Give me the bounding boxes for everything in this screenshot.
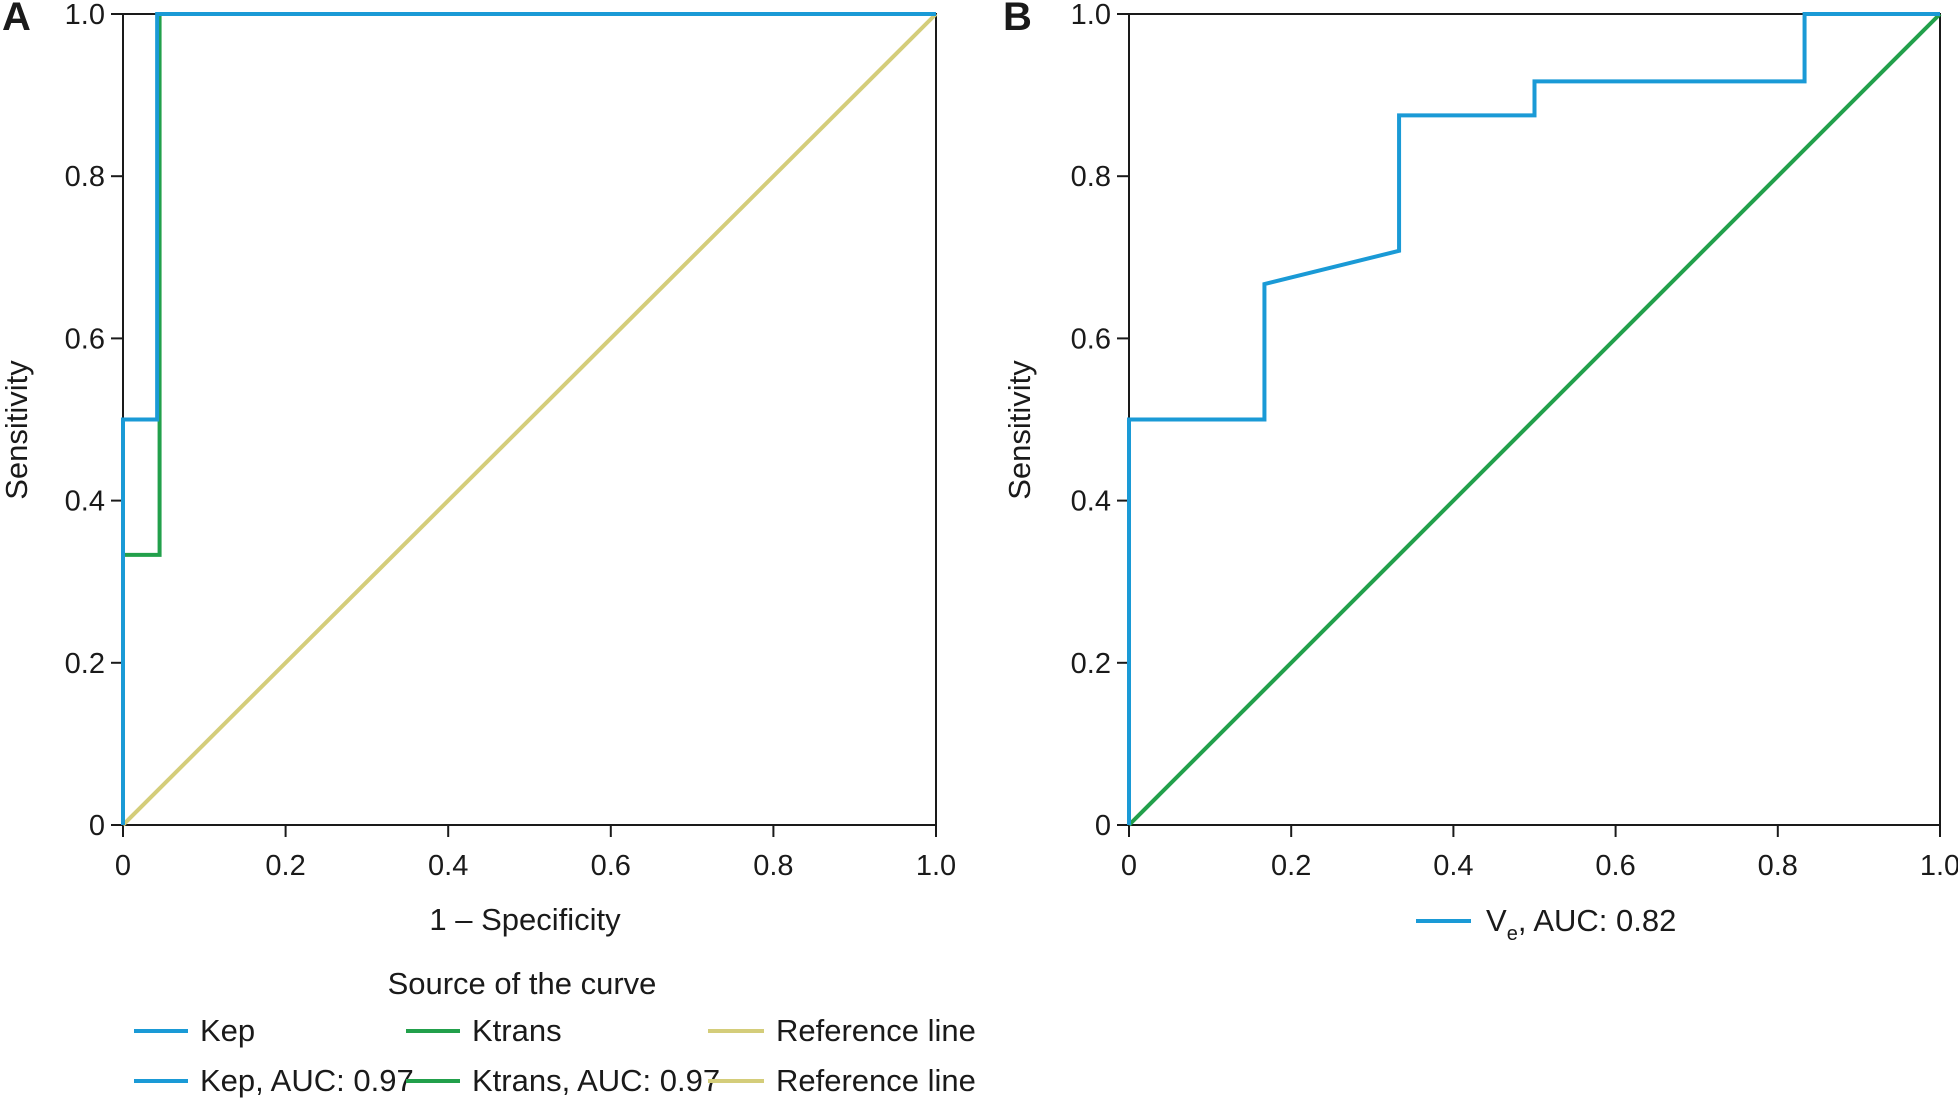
legend-label-kep-auc: Kep, AUC: 0.97 (200, 1063, 414, 1098)
panel-a-legend: Source of the curve Kep Ktrans Reference… (134, 966, 976, 1098)
panel-a-x-axis-label: 1 – Specificity (429, 902, 621, 937)
panel-b-legend: Ve, AUC: 0.82 (1416, 903, 1676, 945)
panel-a-y-tick-label: 1.0 (65, 0, 105, 31)
panel-a-x-tick-label: 0.4 (428, 850, 468, 882)
panel-b-x-tick-label: 1.0 (1920, 850, 1958, 882)
panel-b-ticks: 0 0.2 0.4 0.6 0.8 1.0 0 0.2 0.4 0.6 0.8 1.0 (1071, 0, 1958, 882)
panel-a-kep-curve (121, 12, 936, 825)
legend-label-ktrans: Ktrans (472, 1013, 562, 1048)
panel-a-x-tick-label: 0.6 (591, 850, 631, 882)
legend-label-kep: Kep (200, 1013, 255, 1048)
panel-b-ve-curve (1127, 12, 1940, 825)
panel-a-series (121, 12, 938, 827)
panel-b-y-tick-label: 1.0 (1071, 0, 1111, 31)
panel-a-y-tick-label: 0.2 (65, 648, 105, 680)
panel-b-x-tick-label: 0.4 (1433, 850, 1473, 882)
panel-b-x-tick-label: 0.2 (1271, 850, 1311, 882)
panel-b-reference-line (1127, 12, 1942, 827)
panel-a-y-tick-label: 0.4 (65, 486, 105, 518)
panel-b-y-tick-label: 0.8 (1071, 161, 1111, 193)
panel-a-y-tick-label: 0.6 (65, 323, 105, 355)
panel-b-letter: B (1003, 0, 1032, 39)
panel-a: A 0 0.2 0.4 0.6 0.8 1.0 0 0.2 0.4 0.6 0.8 1.0 Sensi… (0, 0, 976, 1098)
panel-a-x-tick-label: 0 (115, 850, 131, 882)
panel-b-y-tick-label: 0.2 (1071, 648, 1111, 680)
panel-b-y-tick-label: 0 (1095, 810, 1111, 842)
legend-label-reference-2: Reference line (776, 1063, 976, 1098)
panel-a-x-tick-label: 1.0 (916, 850, 956, 882)
panel-b-y-tick-label: 0.6 (1071, 323, 1111, 355)
panel-b-y-axis-label: Sensitivity (1002, 360, 1037, 500)
panel-b-series (1127, 12, 1942, 827)
panel-b-x-tick-label: 0.8 (1758, 850, 1798, 882)
panel-a-reference-line (121, 12, 938, 827)
panel-a-y-axis-label: Sensitivity (0, 360, 34, 500)
panel-a-letter: A (2, 0, 31, 39)
panel-b-x-tick-label: 0.6 (1595, 850, 1635, 882)
legend-label-ve-main: V (1486, 903, 1507, 938)
panel-a-y-tick-label: 0.8 (65, 161, 105, 193)
panel-a-x-tick-label: 0.8 (753, 850, 793, 882)
panel-a-y-tick-label: 0 (89, 810, 105, 842)
panel-b-y-tick-label: 0.4 (1071, 486, 1111, 518)
panel-b-x-tick-label: 0 (1121, 850, 1137, 882)
panel-a-x-tick-label: 0.2 (265, 850, 305, 882)
legend-label-ve-rest: , AUC: 0.82 (1518, 903, 1677, 938)
panel-b: B 0 0.2 0.4 0.6 0.8 1.0 0 0.2 0.4 0.6 0.8 1.0 Sensi… (1002, 0, 1958, 945)
legend-label-ktrans-auc: Ktrans, AUC: 0.97 (472, 1063, 720, 1098)
legend-label-ve: Ve, AUC: 0.82 (1486, 903, 1676, 945)
legend-label-ve-sub: e (1507, 923, 1518, 945)
legend-title: Source of the curve (388, 966, 657, 1001)
panel-a-ticks: 0 0.2 0.4 0.6 0.8 1.0 0 0.2 0.4 0.6 0.8 1.0 (65, 0, 956, 882)
legend-label-reference: Reference line (776, 1013, 976, 1048)
